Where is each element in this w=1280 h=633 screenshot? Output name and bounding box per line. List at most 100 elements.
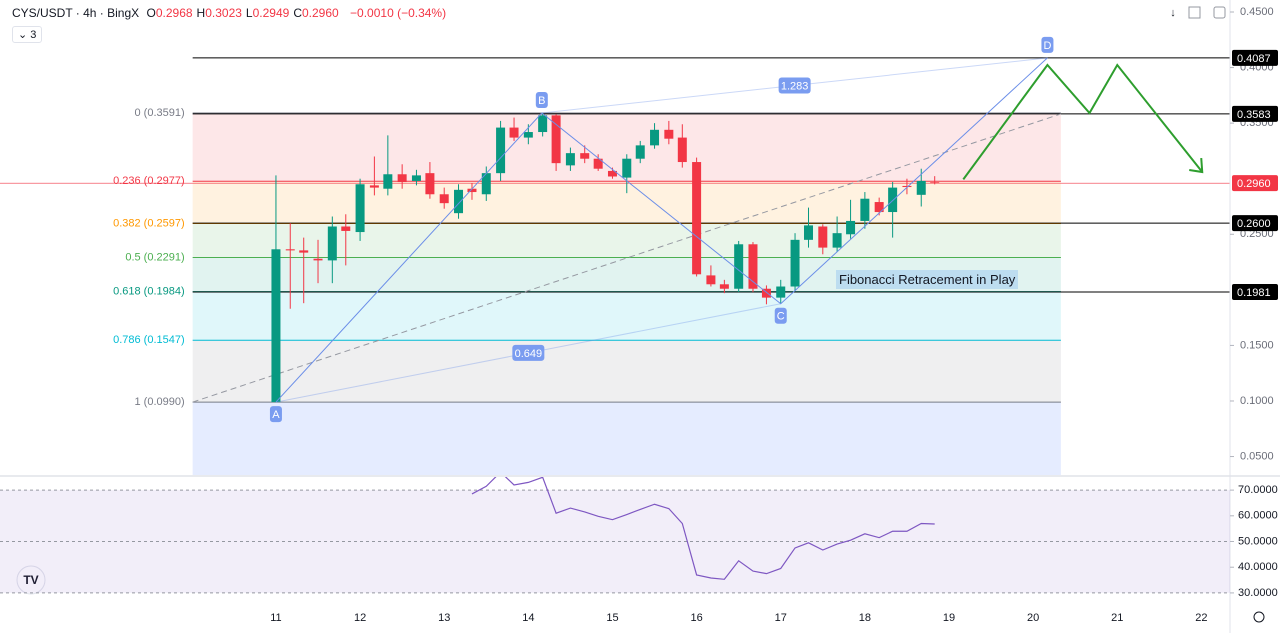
candle-body xyxy=(397,174,407,183)
point-box xyxy=(774,307,787,324)
y-tick-label: 40.0000 xyxy=(1238,561,1278,573)
svg-text:↓: ↓ xyxy=(1170,7,1176,19)
candle-body xyxy=(580,153,590,159)
ohlc-value: 0.2968 xyxy=(155,6,193,20)
candle-body xyxy=(874,202,884,213)
candle-body xyxy=(383,174,393,189)
candle-body xyxy=(790,239,800,287)
candle-body xyxy=(719,284,729,289)
fib-zone xyxy=(192,340,1061,403)
fib-label: 1 (0.0990) xyxy=(135,396,185,408)
ratio-box xyxy=(512,344,545,361)
candle-body xyxy=(355,184,365,233)
ohlc-key: H xyxy=(196,6,206,20)
candle-body xyxy=(607,170,617,177)
x-tick-label: 22 xyxy=(1195,612,1207,624)
price-tag xyxy=(1232,283,1278,300)
candle-body xyxy=(467,188,477,193)
candle-body xyxy=(327,226,337,261)
candle-body xyxy=(341,226,351,231)
candle-body xyxy=(523,132,533,138)
y-tick-label: 0.1500 xyxy=(1240,339,1274,351)
x-tick-label: 21 xyxy=(1111,612,1123,624)
y-tick-label: 50.0000 xyxy=(1238,535,1278,547)
trend-line xyxy=(192,113,1062,403)
ohlc-value: 0.2949 xyxy=(252,6,290,20)
fib-label: 0 (0.3591) xyxy=(135,107,185,119)
projection-arrow xyxy=(1189,157,1204,174)
ohlc-value: 0.3023 xyxy=(205,6,242,20)
point-label: A xyxy=(272,409,280,421)
candle-body xyxy=(538,115,548,133)
candle-body xyxy=(425,173,435,195)
candle-body xyxy=(888,187,898,213)
y-tick-label: 0.1000 xyxy=(1240,395,1274,407)
ratio-label: 1.283 xyxy=(781,80,809,92)
candle-body xyxy=(706,275,716,285)
point-label: D xyxy=(1043,40,1051,52)
candle-body xyxy=(271,249,281,403)
candle-body xyxy=(860,198,870,221)
fib-zone xyxy=(192,402,1061,475)
change: −0.0010 (−0.34%) xyxy=(350,6,447,20)
price-tag xyxy=(1232,215,1278,232)
indicator-toggle[interactable]: ⌄ 3 xyxy=(12,26,43,43)
candle-body xyxy=(692,162,702,275)
ohlc-key: O xyxy=(146,6,156,20)
fib-label: 0.618 (0.1984) xyxy=(113,286,185,298)
projection-line xyxy=(962,63,1204,180)
ohlc-value: 0.2960 xyxy=(301,6,339,20)
fib-label: 0.236 (0.2977) xyxy=(113,175,185,187)
candle-body xyxy=(313,258,323,261)
toolbar-icons[interactable]: ↓ xyxy=(1170,6,1265,623)
candle-body xyxy=(481,173,491,195)
pattern-line xyxy=(275,57,1048,403)
candle-body xyxy=(593,158,603,169)
candle-body xyxy=(650,129,660,146)
candle-body xyxy=(635,145,645,159)
candle-body xyxy=(761,288,771,298)
y-tick-label: 30.0000 xyxy=(1238,587,1278,599)
point-box xyxy=(1041,36,1054,53)
candle-body xyxy=(509,127,519,138)
y-tick-label: 0.0500 xyxy=(1240,450,1274,462)
x-tick-label: 20 xyxy=(1027,612,1039,624)
candle-body xyxy=(818,226,828,248)
fib-label: 0.5 (0.2291) xyxy=(125,251,184,263)
x-tick-label: 12 xyxy=(354,612,366,624)
candle-body xyxy=(411,175,421,181)
candle-body xyxy=(454,189,464,214)
x-tick-label: 11 xyxy=(270,612,281,624)
candle-body xyxy=(565,153,575,166)
ratio-label: 0.649 xyxy=(515,348,543,360)
ratio-box xyxy=(778,77,811,94)
candle-body xyxy=(551,115,561,164)
tv-logo: TV xyxy=(16,565,46,595)
annotation: Fibonacci Retracement in Play xyxy=(836,270,1019,289)
price-tag-label: 0.3583 xyxy=(1237,109,1271,121)
fib-label: 0.382 (0.2597) xyxy=(113,217,185,229)
x-tick-label: 13 xyxy=(438,612,450,624)
main-pane: 0 (0.3591) 0.236 (0.2977) 0.382 (0.2597) 0.… xyxy=(0,36,1230,475)
symbol: CYS/USDT · 4h · BingX xyxy=(12,6,140,20)
ohlc-key: L xyxy=(245,6,253,20)
candle-body xyxy=(285,249,295,251)
svg-text:TV: TV xyxy=(23,573,38,587)
price-tag-label: 0.2960 xyxy=(1237,178,1271,190)
candle-body xyxy=(832,233,842,248)
candle-body xyxy=(902,185,912,188)
rsi-line xyxy=(471,477,935,580)
indicator-count: 3 xyxy=(30,29,37,41)
x-tick-label: 19 xyxy=(943,612,955,624)
price-tag xyxy=(1232,105,1278,122)
candle-body xyxy=(664,129,674,139)
candle-body xyxy=(677,137,687,163)
candle-body xyxy=(930,182,940,184)
candle-body xyxy=(776,286,786,298)
price-tag-label: 0.2600 xyxy=(1237,218,1271,230)
x-tick-label: 15 xyxy=(606,612,618,624)
y-tick-label: 0.4500 xyxy=(1240,6,1274,18)
